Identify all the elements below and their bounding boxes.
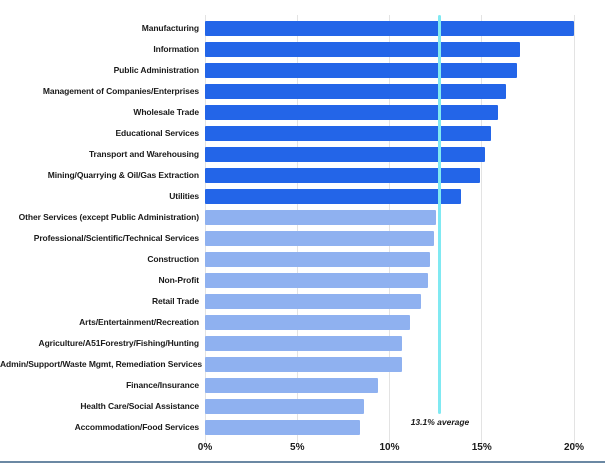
bar-label: Utilities (169, 191, 199, 201)
gridline (573, 15, 575, 445)
bar (205, 231, 434, 246)
x-tick-label: 15% (471, 442, 492, 453)
bar (205, 63, 517, 78)
bar-label: Retail Trade (152, 296, 199, 306)
bar (205, 420, 360, 435)
bar-label: Accommodation/Food Services (74, 422, 199, 432)
bar (205, 126, 491, 141)
bar-label: Management of Companies/Enterprises (42, 86, 199, 96)
bar-label: Manufacturing (141, 23, 199, 33)
gridline (296, 15, 298, 445)
average-annotation-label: 13.1% average (410, 417, 470, 427)
bar (205, 336, 403, 351)
bar-label: Wholesale Trade (133, 107, 199, 117)
bar-label: Public Administration (113, 65, 200, 75)
bar (205, 84, 506, 99)
average-line (437, 15, 441, 414)
bar (205, 315, 410, 330)
bar (205, 105, 499, 120)
gridline (204, 15, 206, 445)
x-tick-label: 10% (379, 442, 400, 453)
bar (205, 189, 462, 204)
bar (205, 357, 403, 372)
bar (205, 21, 574, 36)
bar-label: Information (153, 44, 199, 54)
gridline (389, 15, 390, 445)
bar-label: Educational Services (115, 128, 199, 138)
bar (205, 42, 521, 57)
bar-label: Admin/Support/Waste Mgmt, Remediation Se… (0, 359, 202, 369)
bar (205, 378, 379, 393)
bar (205, 273, 429, 288)
bar-label: Mining/Quarrying & Oil/Gas Extraction (47, 170, 199, 180)
bar-label: Construction (147, 254, 199, 264)
bar-label: Other Services (except Public Administra… (18, 212, 199, 222)
x-tick-label: 20% (563, 442, 584, 453)
bar (205, 168, 480, 183)
bar-label: Finance/Insurance (126, 380, 199, 390)
bottom-border-line (0, 461, 605, 463)
bar-label: Professional/Scientific/Technical Servic… (33, 233, 199, 243)
bar-label: Health Care/Social Assistance (80, 401, 199, 411)
bar (205, 252, 431, 267)
bar (205, 294, 421, 309)
bar-label: Transport and Warehousing (88, 149, 199, 159)
bar-label: Arts/Entertainment/Recreation (79, 317, 199, 327)
bar (205, 210, 436, 225)
x-tick-label: 0% (197, 442, 213, 453)
x-tick-label: 5% (290, 442, 305, 453)
gridline (481, 15, 483, 445)
bar (205, 399, 364, 414)
bar (205, 147, 486, 162)
bar-label: Agriculture/A51Forestry/Fishing/Hunting (38, 338, 200, 348)
bar-label: Non-Profit (158, 275, 199, 285)
